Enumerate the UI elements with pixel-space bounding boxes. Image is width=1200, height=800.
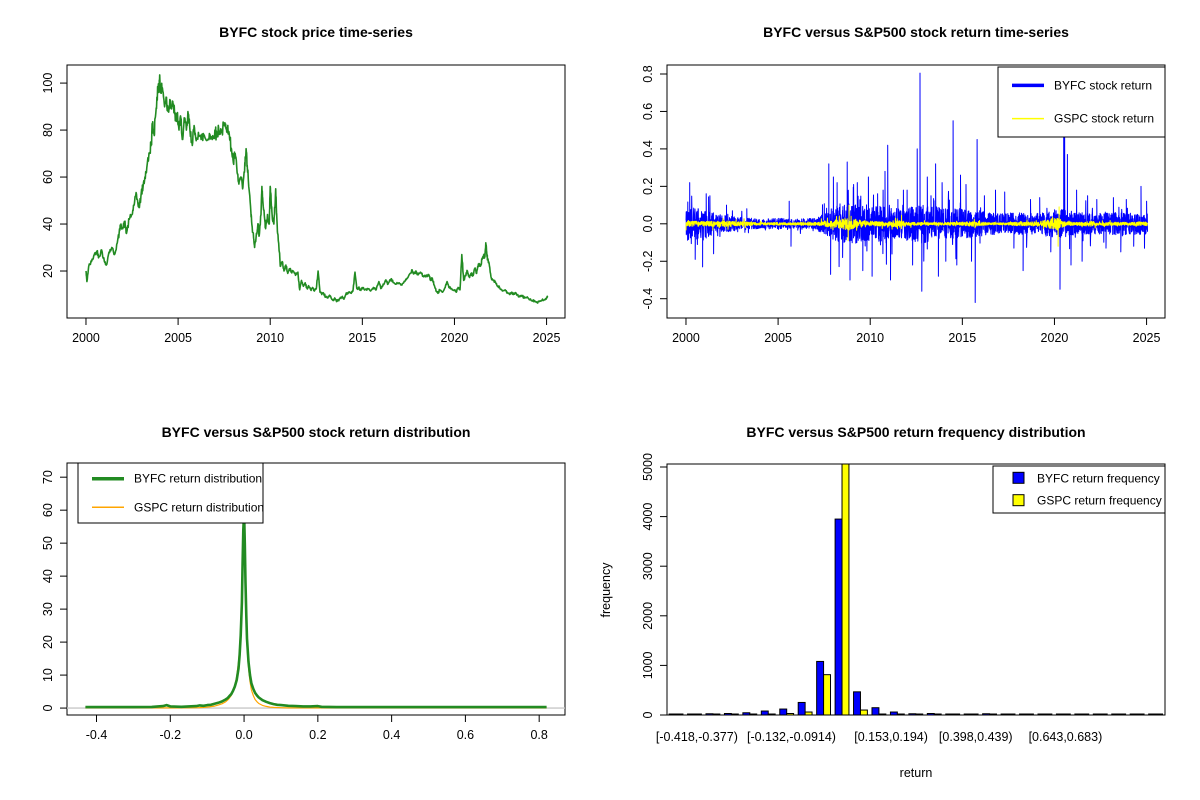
panel-return-timeseries: 2000 2005 2010 2015 2020 2025 -0.4 -0.2 0.0 0.2 0.… [600, 0, 1200, 400]
svg-text:-0.2: -0.2 [160, 728, 182, 742]
svg-text:1000: 1000 [641, 651, 655, 679]
svg-text:[0.153,0.194): [0.153,0.194) [854, 730, 928, 744]
svg-text:2000: 2000 [641, 602, 655, 630]
svg-text:0.6: 0.6 [641, 103, 655, 120]
svg-text:0.8: 0.8 [641, 65, 655, 82]
svg-text:0.4: 0.4 [383, 728, 400, 742]
svg-text:GSPC return frequency: GSPC return frequency [1037, 494, 1162, 508]
svg-text:40: 40 [41, 217, 55, 231]
return-distribution-title: BYFC versus S&P500 stock return distribu… [161, 424, 471, 440]
svg-text:2020: 2020 [1041, 331, 1069, 345]
svg-text:0.0: 0.0 [641, 215, 655, 232]
price-timeseries-title: BYFC stock price time-series [219, 24, 413, 40]
svg-text:10: 10 [41, 668, 55, 682]
svg-text:100: 100 [41, 73, 55, 94]
svg-text:-0.4: -0.4 [641, 288, 655, 310]
return-timeseries-plot: 2000 2005 2010 2015 2020 2025 -0.4 -0.2 0.0 0.2 0.… [641, 64, 1166, 345]
svg-text:80: 80 [41, 123, 55, 137]
frequency-axis-label: frequency [599, 562, 613, 618]
return-axis-label: return [899, 766, 933, 780]
panel-return-distribution: -0.4 -0.2 0.0 0.2 0.4 0.6 0.8 0 10 20 30 40 50 60 70 BY… [0, 400, 600, 800]
svg-text:2020: 2020 [441, 331, 469, 345]
svg-text:BYFC return frequency: BYFC return frequency [1037, 471, 1160, 485]
svg-text:-0.2: -0.2 [641, 250, 655, 272]
svg-text:40: 40 [41, 569, 55, 583]
return-frequency-title: BYFC versus S&P500 return frequency dist… [746, 424, 1086, 440]
svg-text:0.4: 0.4 [641, 140, 655, 157]
svg-text:50: 50 [41, 536, 55, 550]
svg-text:2005: 2005 [764, 331, 792, 345]
svg-text:20: 20 [41, 635, 55, 649]
svg-text:2010: 2010 [856, 331, 884, 345]
price-timeseries-plot: 2000 2005 2010 2015 2020 2025 20 40 60 80 100 [41, 64, 566, 345]
svg-text:3000: 3000 [641, 552, 655, 580]
svg-text:2015: 2015 [348, 331, 376, 345]
svg-text:0: 0 [641, 711, 655, 718]
svg-text:2010: 2010 [256, 331, 284, 345]
svg-text:0.0: 0.0 [235, 728, 252, 742]
svg-text:[0.643,0.683): [0.643,0.683) [1029, 730, 1103, 744]
svg-text:[0.398,0.439): [0.398,0.439) [939, 730, 1013, 744]
svg-text:2005: 2005 [164, 331, 192, 345]
return-frequency-plot: 0 1000 2000 3000 4000 5000 [-0.418,-0.377) [-0.… [641, 453, 1166, 744]
svg-text:2000: 2000 [72, 331, 100, 345]
svg-text:20: 20 [41, 264, 55, 278]
svg-text:0: 0 [41, 705, 55, 712]
svg-text:0.2: 0.2 [641, 178, 655, 195]
svg-text:2025: 2025 [1133, 331, 1161, 345]
svg-text:[-0.418,-0.377): [-0.418,-0.377) [656, 730, 738, 744]
svg-text:60: 60 [41, 170, 55, 184]
return-timeseries-title: BYFC versus S&P500 stock return time-ser… [763, 24, 1069, 40]
svg-text:BYFC return distribution: BYFC return distribution [134, 472, 262, 486]
panel-price-timeseries: 2000 2005 2010 2015 2020 2025 20 40 60 80 100 BYFC… [0, 0, 600, 400]
svg-text:GSPC return distribution: GSPC return distribution [134, 500, 264, 514]
panel-return-frequency: 0 1000 2000 3000 4000 5000 [-0.418,-0.377) [-0.… [599, 400, 1200, 800]
svg-text:5000: 5000 [641, 453, 655, 481]
svg-text:2000: 2000 [672, 331, 700, 345]
svg-text:30: 30 [41, 602, 55, 616]
svg-text:[-0.132,-0.0914): [-0.132,-0.0914) [747, 730, 836, 744]
svg-text:4000: 4000 [641, 503, 655, 531]
svg-text:2025: 2025 [533, 331, 561, 345]
svg-text:0.6: 0.6 [457, 728, 474, 742]
svg-text:BYFC stock return: BYFC stock return [1054, 78, 1152, 92]
svg-text:-0.4: -0.4 [86, 728, 108, 742]
svg-text:70: 70 [41, 470, 55, 484]
svg-text:60: 60 [41, 503, 55, 517]
svg-text:2015: 2015 [948, 331, 976, 345]
svg-text:GSPC stock return: GSPC stock return [1054, 112, 1154, 126]
svg-text:0.2: 0.2 [309, 728, 326, 742]
svg-text:0.8: 0.8 [530, 728, 547, 742]
return-distribution-plot: -0.4 -0.2 0.0 0.2 0.4 0.6 0.8 0 10 20 30 40 50 60 70 BY… [41, 462, 566, 742]
